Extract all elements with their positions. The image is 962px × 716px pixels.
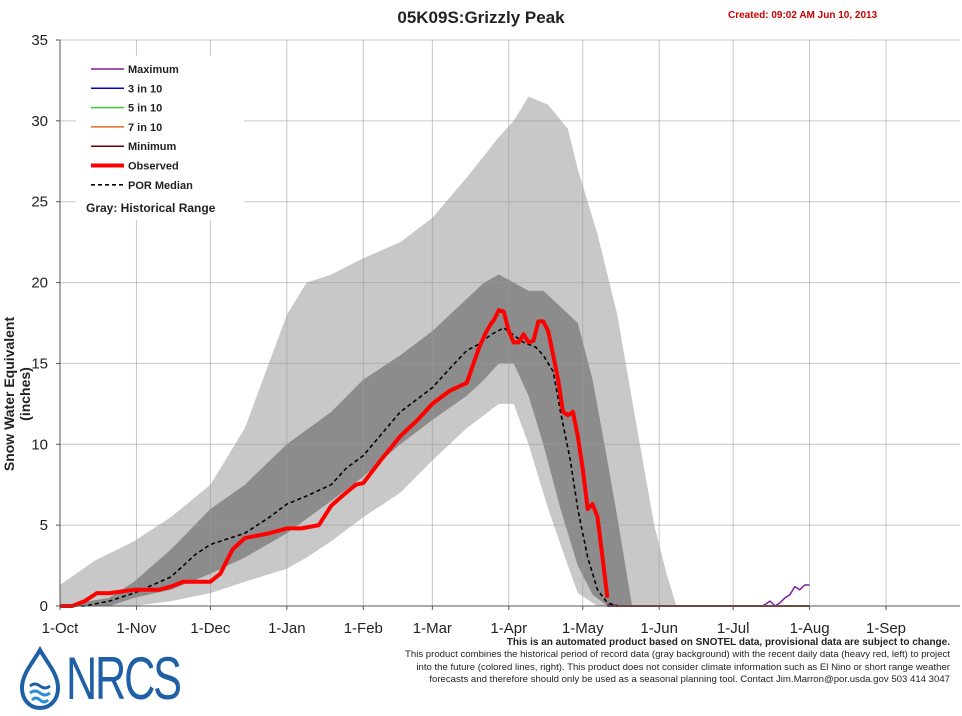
created-timestamp: Created: 09:02 AM Jun 10, 2013 [728, 10, 878, 21]
y-tick-label: 5 [40, 517, 48, 534]
legend-label: 7 in 10 [128, 122, 162, 134]
x-tick-label: 1-Jun [640, 620, 678, 637]
disclaimer-line: into the future (colored lines, right). … [416, 661, 950, 673]
legend-label: Observed [128, 161, 179, 173]
x-tick-label: 1-Jan [268, 620, 306, 637]
y-tick-label: 10 [31, 436, 48, 453]
legend-label: POR Median [128, 180, 193, 192]
y-axis-label: Snow Water Equivalent (inches) [1, 316, 33, 472]
series-line-observed [60, 308, 610, 608]
legend-label: Minimum [128, 141, 176, 153]
x-tick-label: 1-Jul [717, 620, 750, 637]
y-tick-label: 15 [31, 355, 48, 372]
range-note: Gray: Historical Range [86, 201, 216, 215]
legend-label: 5 in 10 [128, 103, 162, 115]
disclaimer-line: This product combines the historical per… [405, 649, 950, 661]
x-tick-label: 1-Mar [413, 620, 452, 637]
x-tick-label: 1-Nov [116, 620, 157, 637]
x-tick-label: 1-Dec [190, 620, 231, 637]
y-tick-label: 25 [31, 194, 48, 211]
y-tick-label: 30 [31, 113, 48, 130]
x-tick-label: 1-Aug [790, 620, 830, 637]
series-line-median [60, 327, 618, 607]
y-tick-label: 0 [40, 598, 48, 615]
nrcs-water-drop-icon [19, 646, 61, 711]
legend-box [76, 56, 244, 220]
x-tick-label: 1-Apr [490, 620, 527, 637]
chart-title: 05K09S:Grizzly Peak [397, 8, 565, 27]
chart-legend: Maximum 3 in 10 5 in 10 7 in 10 Minimum Obser… [76, 56, 244, 220]
nrcs-logo-text: NRCS [66, 645, 182, 712]
x-tick-label: 1-Oct [42, 620, 80, 637]
chart-axes: 0 5 10 15 20 25 30 35 1-Oct 1-Nov 1-Dec 1-Jan 1-Feb 1… [31, 32, 960, 637]
x-tick-label: 1-Feb [344, 620, 383, 637]
y-tick-label: 20 [31, 275, 48, 292]
x-tick-label: 1-Sep [866, 620, 906, 637]
disclaimer: This is an automated product based on SN… [250, 637, 950, 687]
y-tick-label: 35 [31, 32, 48, 49]
disclaimer-lead: This is an automated product based on SN… [506, 637, 950, 648]
legend-label: 3 in 10 [128, 83, 162, 95]
historical-range-inner-band [60, 274, 633, 606]
x-tick-label: 1-May [562, 620, 604, 637]
historical-range-bands [60, 96, 810, 606]
disclaimer-line: forecasts and therefore should only be u… [429, 674, 950, 686]
legend-label: Maximum [128, 64, 179, 76]
